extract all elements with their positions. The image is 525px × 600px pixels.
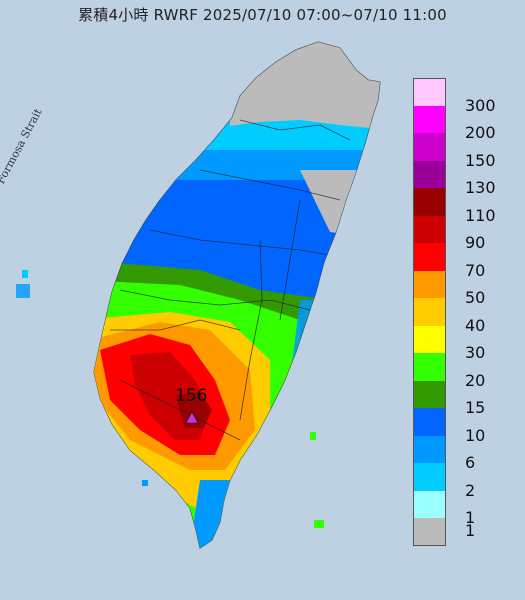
rainfall-legend: 300 200 150 130 110 90 70 50 40 30 20 15 10 6 2 1 1 xyxy=(413,78,511,572)
legend-swatch xyxy=(413,215,446,243)
max-rainfall-marker xyxy=(185,411,199,424)
legend-label: 150 xyxy=(465,150,496,170)
legend-swatch xyxy=(413,490,446,518)
legend-swatch xyxy=(413,243,446,271)
legend-label: 130 xyxy=(465,178,496,197)
legend-label: 20 xyxy=(465,370,486,390)
legend-label: 15 xyxy=(465,398,486,417)
legend-label: 70 xyxy=(465,260,486,280)
legend-swatch xyxy=(413,270,446,298)
legend-swatch xyxy=(413,298,446,326)
legend-swatch xyxy=(413,518,446,546)
legend-swatch xyxy=(413,408,446,436)
legend-label-min: 1 xyxy=(465,521,476,540)
legend-label: 10 xyxy=(465,425,486,445)
legend-swatch xyxy=(413,353,446,381)
legend-label: 40 xyxy=(465,315,486,335)
legend-label: 2 xyxy=(465,480,476,500)
legend-swatch xyxy=(413,325,446,353)
legend-label: 6 xyxy=(465,453,476,472)
legend-label: 300 xyxy=(465,95,496,115)
legend-swatch xyxy=(413,160,446,188)
legend-label: 50 xyxy=(465,288,486,307)
legend-label: 110 xyxy=(465,205,496,225)
legend-swatch xyxy=(413,463,446,491)
legend-label: 200 xyxy=(465,123,496,142)
legend-label: 30 xyxy=(465,343,486,362)
legend-label: 90 xyxy=(465,233,486,252)
max-rainfall-value: 156 xyxy=(175,386,208,406)
legend-swatch xyxy=(413,133,446,161)
legend-swatch xyxy=(413,78,446,106)
legend-swatch xyxy=(413,188,446,216)
legend-swatch xyxy=(413,380,446,408)
legend-swatch xyxy=(413,435,446,463)
legend-label: 1 xyxy=(465,508,476,527)
legend-swatch xyxy=(413,105,446,133)
map-title: 累積4小時 RWRF 2025/07/10 07:00~07/10 11:00 xyxy=(78,6,447,24)
